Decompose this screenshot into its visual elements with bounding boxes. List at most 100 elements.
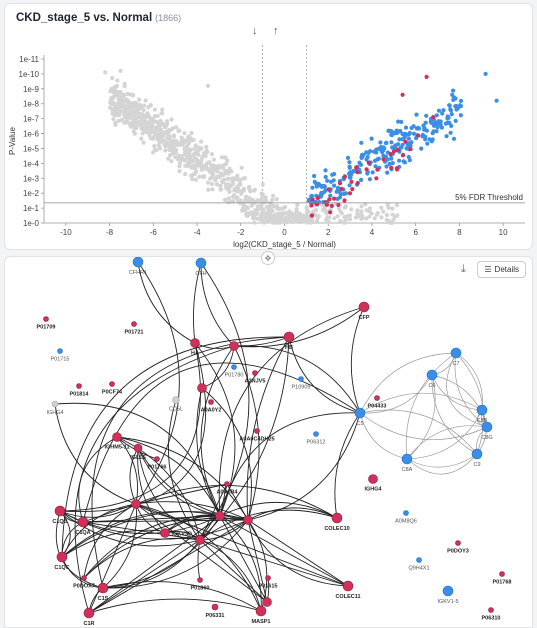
data-point-non-sig[interactable] — [164, 123, 169, 128]
data-point-sig[interactable] — [449, 123, 454, 128]
data-point-non-sig[interactable] — [269, 208, 275, 213]
data-point-sig[interactable] — [335, 196, 340, 201]
data-point-non-sig[interactable] — [200, 167, 205, 172]
data-point-highlight[interactable] — [349, 179, 354, 184]
data-point-non-sig[interactable] — [177, 160, 183, 166]
data-point-highlight[interactable] — [342, 198, 347, 203]
data-point-non-sig[interactable] — [249, 203, 254, 208]
data-point-highlight[interactable] — [400, 92, 405, 97]
data-point-non-sig[interactable] — [280, 215, 285, 220]
data-point-non-sig[interactable] — [145, 111, 150, 116]
data-point-non-sig[interactable] — [226, 200, 231, 205]
data-point-non-sig[interactable] — [231, 193, 237, 198]
data-point-non-sig[interactable] — [222, 177, 227, 182]
data-point-non-sig[interactable] — [300, 215, 305, 220]
data-point-non-sig[interactable] — [190, 172, 196, 177]
data-point-non-sig[interactable] — [386, 218, 391, 224]
data-point-non-sig[interactable] — [343, 204, 348, 209]
data-point-non-sig[interactable] — [227, 169, 232, 174]
data-point-sig[interactable] — [359, 177, 364, 182]
data-point-non-sig[interactable] — [130, 110, 135, 115]
network-node-ighg4[interactable] — [368, 474, 378, 484]
data-point-sig[interactable] — [429, 120, 434, 125]
data-point-sig[interactable] — [419, 146, 424, 151]
data-point-sig[interactable] — [345, 155, 351, 160]
data-point-sig[interactable] — [365, 171, 370, 176]
data-point-highlight[interactable] — [309, 203, 314, 208]
data-point-non-sig[interactable] — [150, 136, 156, 141]
network-node-p06310[interactable] — [488, 607, 494, 613]
data-point-non-sig[interactable] — [291, 216, 296, 222]
data-point-non-sig[interactable] — [117, 102, 122, 107]
data-point-non-sig[interactable] — [263, 195, 268, 200]
data-point-sig[interactable] — [407, 158, 412, 163]
data-point-non-sig[interactable] — [200, 154, 205, 159]
network-node-c1s[interactable] — [97, 582, 109, 594]
data-point-sig[interactable] — [393, 144, 398, 149]
network-node-ighg4-top[interactable] — [51, 400, 59, 408]
data-point-non-sig[interactable] — [132, 131, 137, 136]
data-point-non-sig[interactable] — [112, 94, 117, 99]
data-point-sig[interactable] — [441, 108, 446, 113]
network-node-cfh[interactable] — [195, 257, 207, 269]
sort-down-button[interactable]: ↓ — [252, 25, 258, 37]
data-point-sig[interactable] — [343, 191, 349, 196]
network-node-masp1[interactable] — [255, 605, 267, 617]
data-point-sig[interactable] — [381, 153, 386, 158]
data-point-sig[interactable] — [423, 137, 428, 142]
data-point-non-sig[interactable] — [248, 189, 253, 194]
data-point-non-sig[interactable] — [223, 155, 228, 160]
data-point-highlight[interactable] — [355, 170, 360, 175]
data-point-non-sig[interactable] — [384, 212, 389, 218]
data-point-sig[interactable] — [364, 150, 369, 155]
data-point-non-sig[interactable] — [132, 125, 138, 130]
data-point-highlight[interactable] — [326, 187, 331, 192]
data-point-non-sig[interactable] — [379, 205, 384, 210]
data-point-non-sig[interactable] — [218, 173, 223, 178]
data-point-non-sig[interactable] — [204, 162, 209, 167]
data-point-non-sig[interactable] — [305, 220, 310, 225]
data-point-non-sig[interactable] — [150, 150, 156, 155]
data-point-sig[interactable] — [401, 159, 406, 164]
data-point-non-sig[interactable] — [182, 152, 188, 157]
data-point-non-sig[interactable] — [309, 216, 314, 221]
data-point-non-sig[interactable] — [207, 169, 212, 174]
data-point-non-sig[interactable] — [237, 177, 242, 182]
data-point-sig[interactable] — [347, 183, 352, 188]
data-point-non-sig[interactable] — [152, 114, 157, 119]
data-point-non-sig[interactable] — [386, 205, 391, 210]
network-node-cfhr1[interactable] — [132, 257, 144, 268]
data-point-non-sig[interactable] — [211, 157, 216, 162]
data-point-non-sig[interactable] — [235, 189, 240, 194]
data-point-highlight[interactable] — [350, 187, 355, 192]
data-point-sig[interactable] — [389, 156, 394, 161]
data-point-non-sig[interactable] — [204, 148, 209, 153]
data-point-sig[interactable] — [364, 157, 369, 162]
data-point-non-sig[interactable] — [112, 106, 117, 111]
data-point-non-sig[interactable] — [170, 126, 175, 131]
data-point-non-sig[interactable] — [274, 212, 279, 217]
data-point-non-sig[interactable] — [223, 182, 228, 187]
network-node-p01709[interactable] — [43, 316, 49, 322]
data-point-non-sig[interactable] — [134, 106, 139, 111]
data-point-sig[interactable] — [423, 120, 428, 125]
data-point-non-sig[interactable] — [226, 196, 231, 201]
data-point-non-sig[interactable] — [198, 159, 203, 164]
data-point-non-sig[interactable] — [381, 209, 386, 214]
network-node-c6[interactable] — [426, 369, 438, 381]
data-point-sig[interactable] — [414, 126, 419, 131]
data-point-non-sig[interactable] — [261, 211, 266, 216]
data-point-non-sig[interactable] — [159, 137, 164, 143]
network-node-colec10[interactable] — [331, 512, 343, 524]
data-point-highlight[interactable] — [416, 133, 421, 138]
network-hub-node[interactable] — [197, 383, 207, 393]
network-node-c8b[interactable] — [476, 404, 488, 416]
data-point-sig[interactable] — [386, 128, 391, 133]
data-point-non-sig[interactable] — [194, 169, 199, 174]
network-hub-node[interactable] — [131, 499, 141, 509]
data-point-non-sig[interactable] — [210, 187, 215, 192]
data-point-sig[interactable] — [360, 154, 365, 160]
data-point-sig[interactable] — [384, 164, 389, 169]
data-point-non-sig[interactable] — [345, 214, 350, 219]
data-point-non-sig[interactable] — [391, 217, 396, 222]
